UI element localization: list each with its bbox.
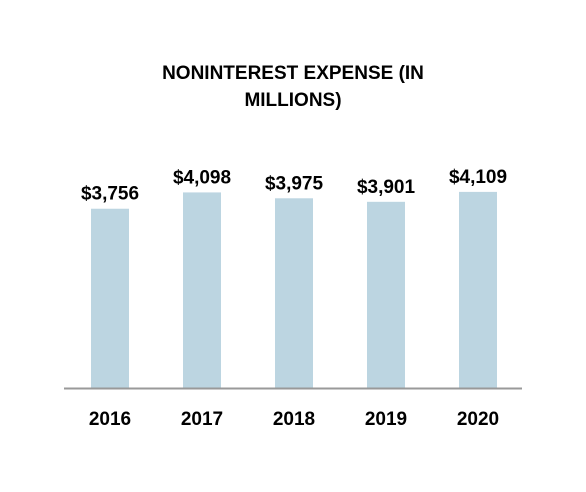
data-label-2019: $3,901 [357,177,416,198]
bar-2016 [91,208,129,388]
data-label-2016: $3,756 [81,184,139,205]
chart-title-line-2: MILLIONS) [244,90,342,111]
bar-2017 [183,192,221,388]
x-tick-label-2019: 2019 [365,409,407,430]
x-tick-label-2017: 2017 [181,409,223,430]
data-label-2018: $3,975 [265,173,324,194]
data-label-2017: $4,098 [173,167,231,188]
bar-2018 [275,198,313,388]
x-tick-label-2020: 2020 [457,409,499,430]
x-tick-label-2016: 2016 [89,409,131,430]
bar-2019 [367,201,405,388]
x-tick-label-2018: 2018 [273,409,315,430]
chart-title-line-1: NONINTEREST EXPENSE (IN [162,63,424,84]
data-label-2020: $4,109 [449,167,507,188]
chart-title: NONINTEREST EXPENSE (IN MILLIONS) [0,60,586,114]
bar-2020 [459,191,497,388]
